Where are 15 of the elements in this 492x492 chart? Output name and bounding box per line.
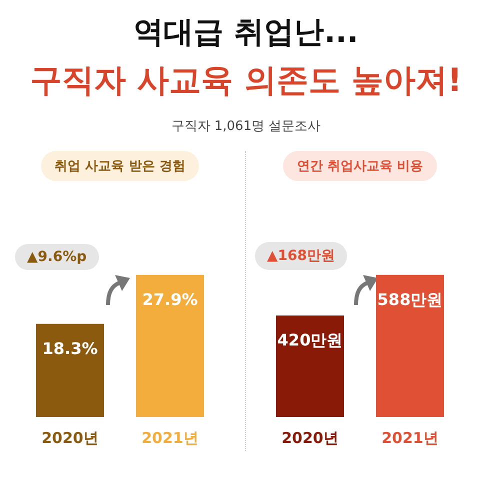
text: 연간 취업사교육 비용 xyxy=(282,151,438,181)
chart-title: 역대급 취업난... xyxy=(132,14,360,52)
x-tick-label: 2021년 xyxy=(142,429,198,447)
data-label: 588만원 xyxy=(377,290,443,309)
x-tick-label: 2020년 xyxy=(282,429,338,447)
data-label: 420만원 xyxy=(277,330,343,350)
text: 취업 사교육 받은 경험 xyxy=(40,151,200,181)
x-tick-label: 2021년 xyxy=(382,429,438,447)
data-label: 27.9% xyxy=(142,290,198,309)
text: ▲9.6%p xyxy=(15,244,99,270)
x-tick-label: 2020년 xyxy=(42,429,98,447)
text: 구직자 1,061명 설문조사 xyxy=(170,118,322,135)
data-label: 18.3% xyxy=(42,338,98,358)
text: ▲168만원 xyxy=(255,242,347,270)
chart-subtitle: 구직자 사교육 의존도 높아져! xyxy=(28,60,463,101)
